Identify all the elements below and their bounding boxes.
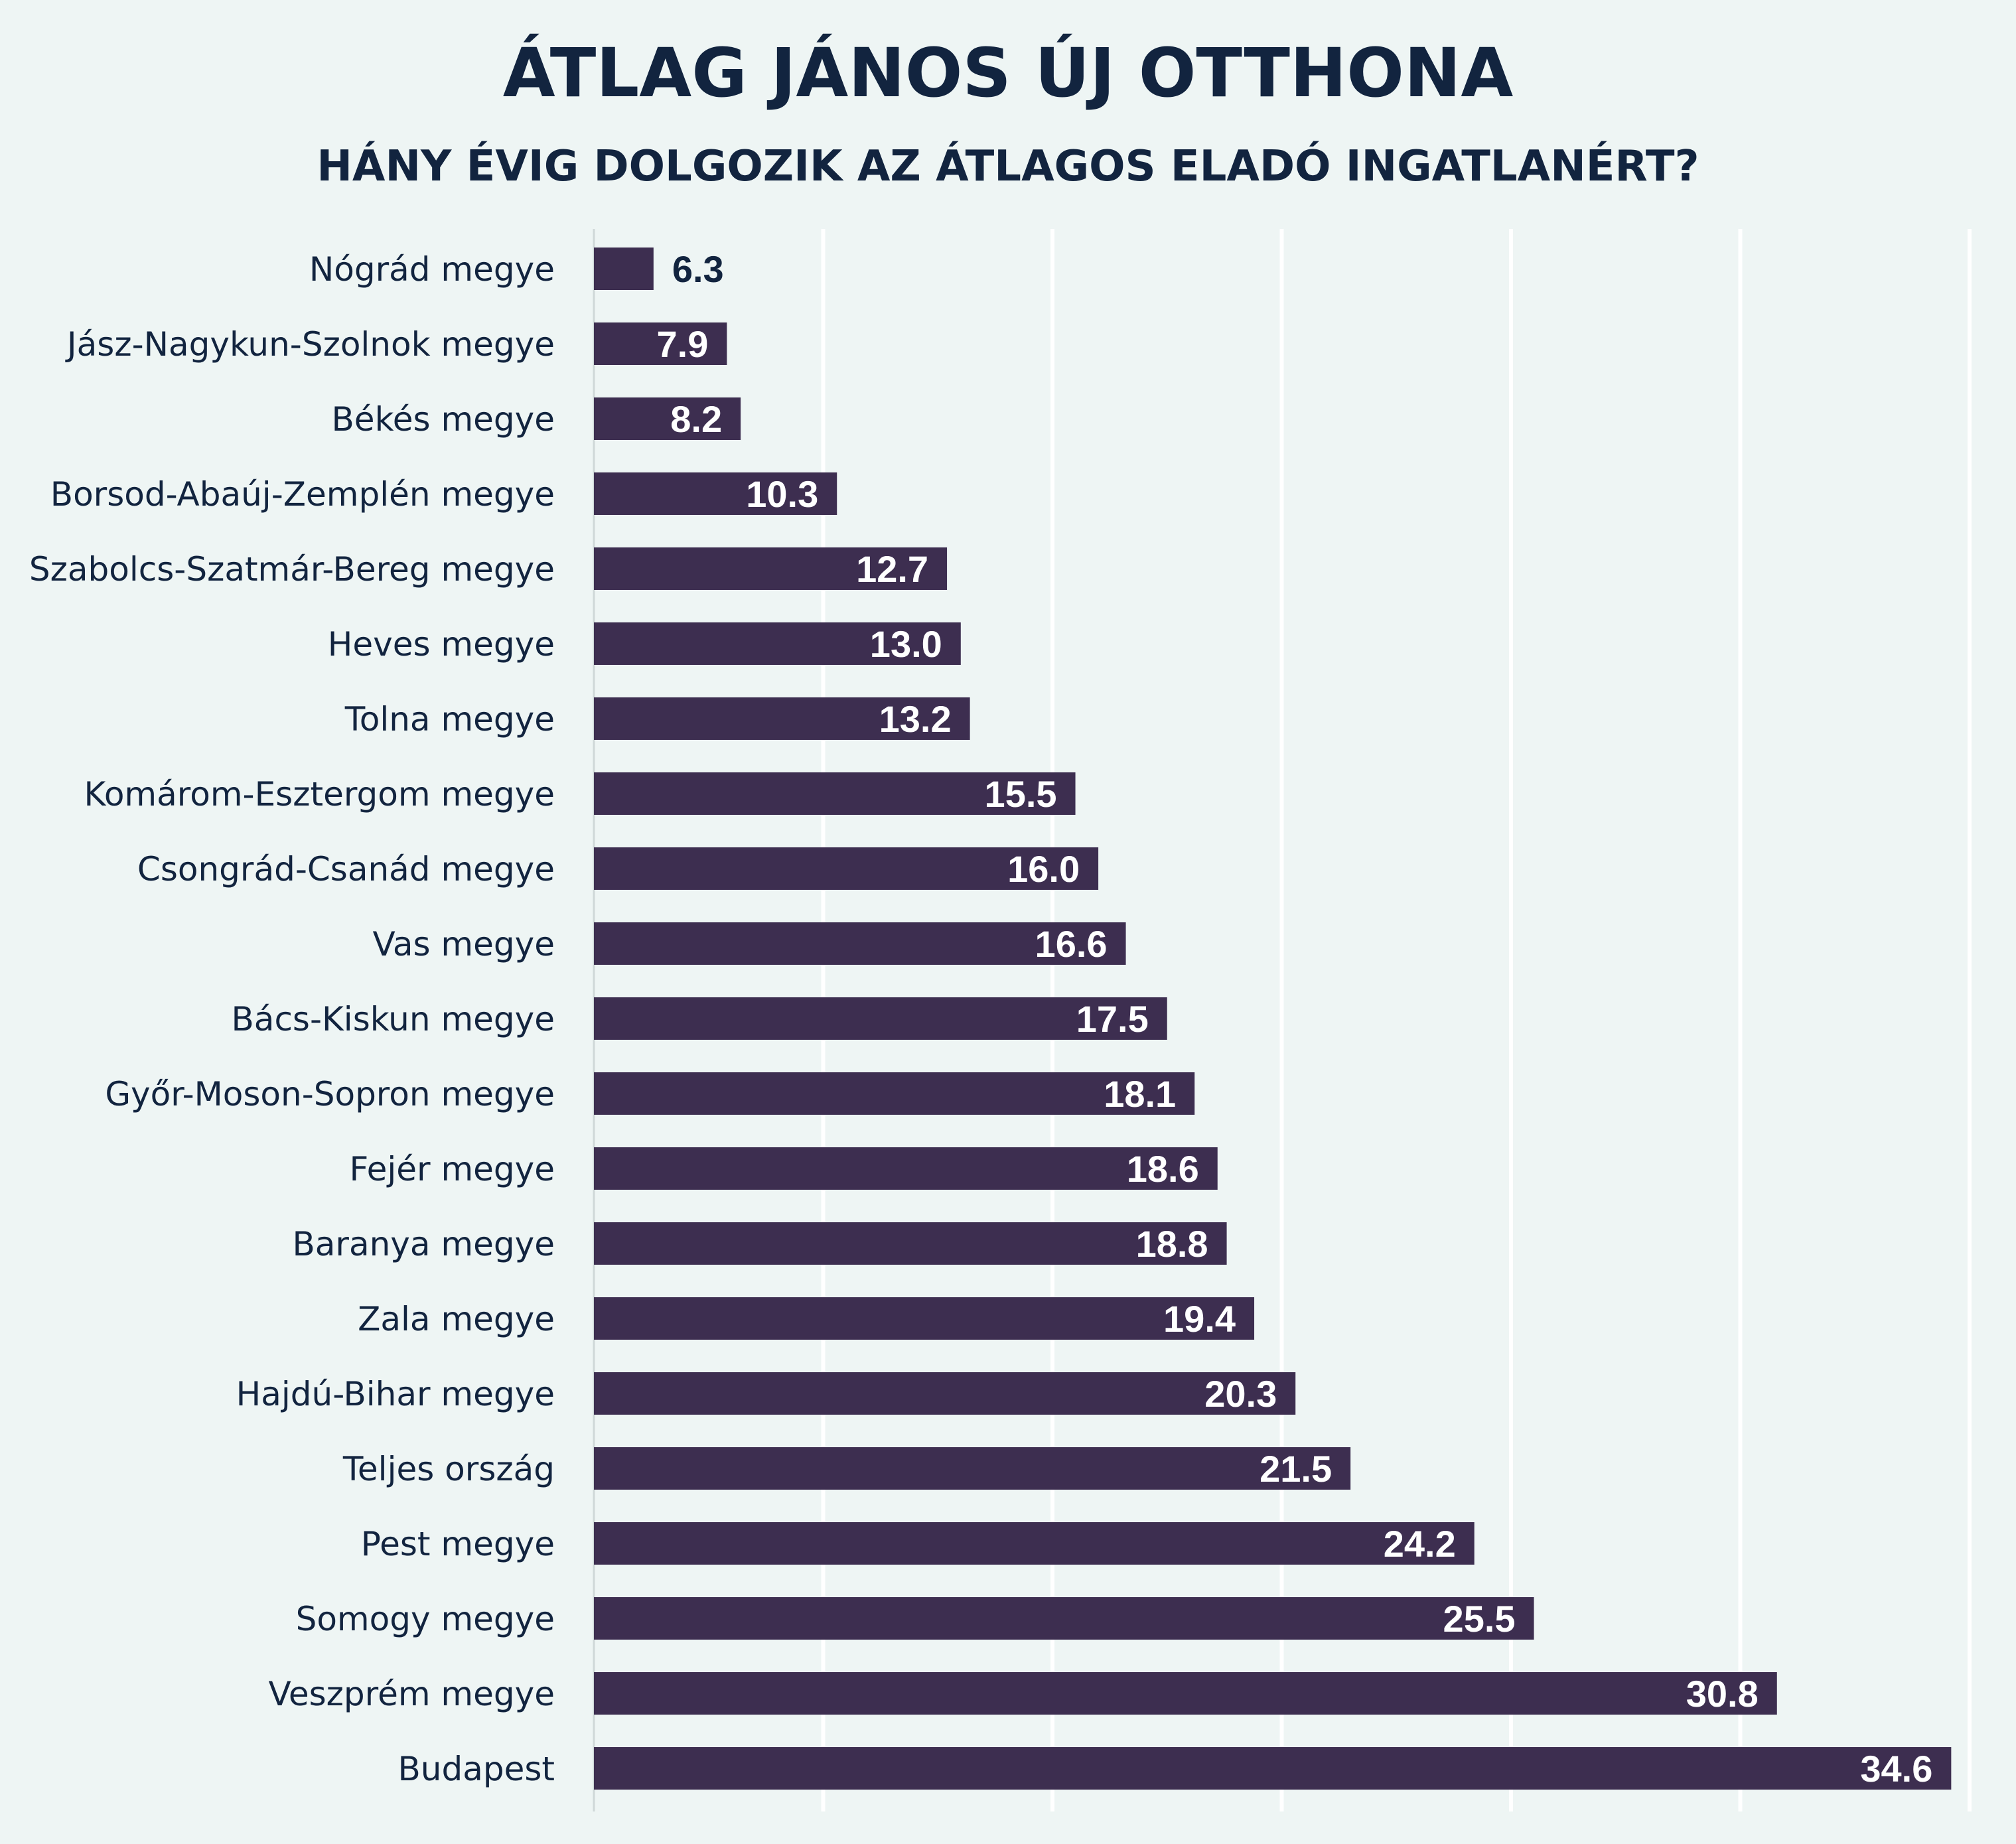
bar [594,1147,1218,1190]
bar [594,472,837,515]
category-label: Pest megye [361,1525,555,1563]
bar [594,1447,1351,1490]
category-label: Zala megye [358,1300,555,1338]
bar [594,697,970,740]
bar [594,322,727,365]
chart-subtitle: HÁNY ÉVIG DOLGOZIK AZ ÁTLAGOS ELADÓ INGA… [317,141,1699,191]
value-label: 24.2 [1384,1523,1456,1565]
bar [594,1747,1952,1790]
value-label: 8.2 [670,398,722,440]
category-label: Heves megye [328,625,555,664]
bar [594,1372,1296,1415]
category-label: Veszprém megye [269,1675,555,1713]
category-label: Fejér megye [350,1150,555,1188]
value-label: 18.1 [1104,1073,1176,1115]
bar [594,622,961,665]
category-label: Budapest [397,1750,555,1788]
bar [594,922,1126,965]
value-labels: 6.3 7.9 8.2 10.3 12.7 13.0 13.2 15.5 16.0 16.6 17.… [657,248,1933,1790]
category-label: Baranya megye [292,1225,555,1263]
category-label: Bács-Kiskun megye [232,1000,555,1038]
bar [594,1222,1227,1265]
bar [594,847,1099,890]
value-label: 34.6 [1860,1748,1932,1790]
value-label: 17.5 [1076,998,1149,1040]
value-label: 21.5 [1260,1448,1332,1490]
bar [594,1522,1475,1565]
category-label: Győr-Moson-Sopron megye [105,1075,555,1113]
value-label: 13.2 [879,698,952,740]
value-label: 12.7 [856,548,928,590]
value-label: 10.3 [746,473,818,515]
value-label: 19.4 [1163,1298,1236,1340]
value-label: 13.0 [870,623,942,665]
value-label: 16.0 [1007,848,1080,890]
bar [594,248,654,290]
bar [594,397,741,440]
bars [594,248,1952,1790]
value-label: 16.6 [1035,923,1108,965]
bar [594,772,1076,815]
bar [594,1297,1255,1340]
bar [594,547,948,590]
value-label: 20.3 [1204,1373,1277,1415]
value-label: 6.3 [672,248,724,290]
category-label: Hajdú-Bihar megye [236,1375,555,1413]
category-label: Somogy megye [296,1600,555,1638]
value-label: 18.6 [1127,1148,1199,1190]
category-labels: Nógrád megye Jász-Nagykun-Szolnok megye Bé… [29,250,555,1788]
bar [594,1672,1777,1715]
category-label: Vas megye [373,925,555,963]
category-label: Tolna megye [344,700,555,739]
bar [594,1597,1534,1640]
value-label: 15.5 [985,773,1057,815]
value-label: 7.9 [657,323,709,365]
category-label: Szabolcs-Szatmár-Bereg megye [29,550,555,589]
category-label: Teljes ország [342,1450,555,1488]
category-label: Komárom-Esztergom megye [84,775,555,814]
value-label: 25.5 [1443,1598,1516,1640]
value-label: 18.8 [1136,1223,1208,1265]
category-label: Nógrád megye [309,250,555,289]
category-label: Borsod-Abaúj-Zemplén megye [50,475,555,514]
category-label: Csongrád-Csanád megye [137,850,555,888]
category-label: Békés megye [332,400,555,439]
bar [594,997,1167,1040]
value-label: 30.8 [1686,1673,1759,1715]
chart-title: ÁTLAG JÁNOS ÚJ OTTHONA [503,33,1514,113]
bar [594,1072,1195,1115]
category-label: Jász-Nagykun-Szolnok megye [65,325,555,364]
